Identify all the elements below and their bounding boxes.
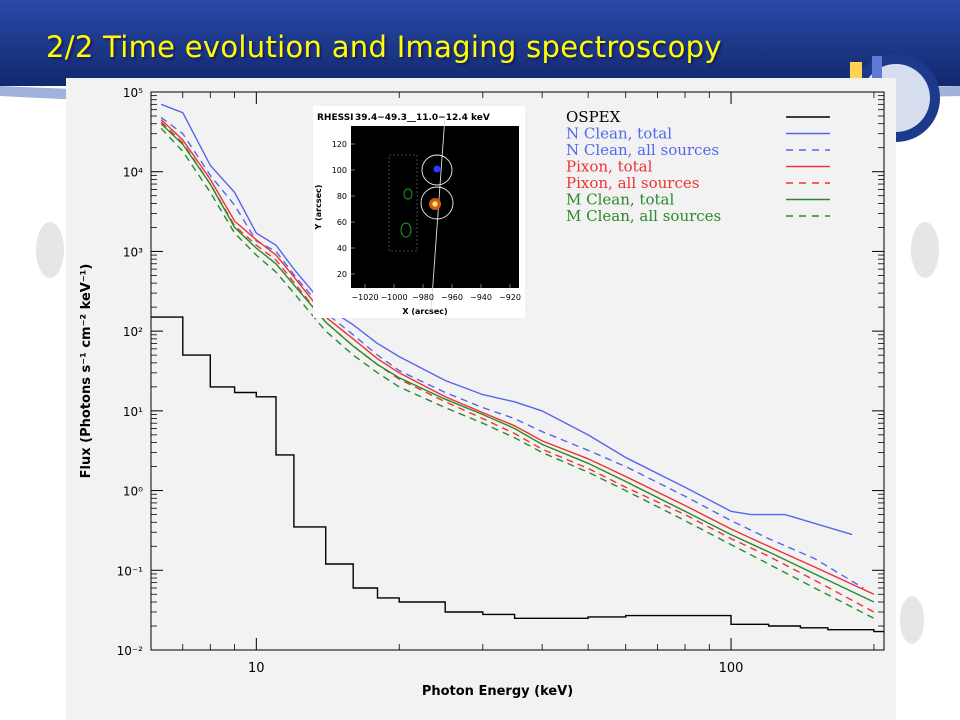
axes-layer (150, 91, 885, 651)
inset-x-tick-label: −1020 (351, 293, 378, 302)
series-layer (151, 103, 884, 633)
legend-label: M Clean, total (566, 191, 674, 209)
labels-layer: 10⁻² 10⁻¹ 10⁰ 10¹ 10² 10³ 10⁴ 10⁵ 10 100 Photon En… (79, 86, 743, 699)
legend-label: N Clean, all sources (566, 141, 719, 159)
inset-y-tick-label: 80 (337, 192, 347, 201)
inset-limb-line (430, 115, 446, 312)
inset-x-tick-label: −940 (470, 293, 492, 302)
header-bar (0, 0, 960, 86)
inset-green-contour-1 (403, 188, 413, 200)
y-tick-label: 10⁵ (123, 86, 143, 100)
inset-title-right: 39.4−49.3__11.0−12.4 keV (355, 113, 490, 123)
y-tick-label: 10³ (123, 245, 143, 259)
inset-y-tick-label: 60 (337, 218, 347, 227)
inset-title-left: RHESSI (317, 113, 354, 123)
series-line-2 (160, 116, 864, 589)
inset-y-tick-label: 120 (332, 140, 347, 149)
y-tick-label: 10⁰ (123, 485, 143, 499)
series-line-3 (160, 119, 875, 595)
inset-xlabel: X (arcsec) (402, 307, 447, 316)
series-line-4 (160, 121, 875, 613)
series-line-1 (160, 103, 853, 536)
rhessi-inset-image: RHESSI 39.4−49.3__11.0−12.4 keV −1020 −10… (313, 106, 525, 318)
x-axis-label: Photon Energy (keV) (422, 684, 573, 699)
x-tick-label: 10 (248, 661, 265, 676)
inset-fov-box (388, 154, 418, 252)
y-tick-label: 10⁻² (117, 644, 144, 658)
x-tick-label: 100 (719, 661, 744, 676)
inset-x-tick-label: −1000 (380, 293, 407, 302)
inset-x-tick-label: −920 (499, 293, 521, 302)
inset-x-tick-label: −980 (412, 293, 434, 302)
legend-label: Pixon, total (566, 158, 653, 176)
series-line-5 (160, 123, 875, 603)
series-line-6 (160, 127, 875, 619)
inset-y-tick-label: 20 (337, 270, 347, 279)
legend-label: M Clean, all sources (566, 207, 721, 225)
inset-green-contour-2 (400, 222, 412, 238)
slide-title: 2/2 Time evolution and Imaging spectrosc… (46, 30, 722, 64)
legend-label: N Clean, total (566, 125, 672, 143)
inset-source-north (433, 165, 441, 173)
plot-frame (150, 91, 885, 651)
inset-y-tick-label: 40 (337, 244, 347, 253)
inset-x-tick-label: −960 (441, 293, 463, 302)
y-axis-label: Flux (Photons s⁻¹ cm⁻² keV⁻¹) (79, 264, 94, 479)
inset-contour-south (420, 186, 454, 220)
series-line-0 (151, 316, 884, 633)
inset-ticks: −1020 −1000 −980 −960 −940 −920 20 40 60 80 100 120 (332, 140, 521, 302)
inset-y-tick-label: 100 (332, 166, 347, 175)
watermark-decoration (36, 222, 939, 644)
y-tick-label: 10¹ (123, 405, 143, 419)
inset-contour-north (421, 154, 453, 186)
y-tick-label: 10² (123, 325, 143, 339)
spectrum-chart: 10⁻² 10⁻¹ 10⁰ 10¹ 10² 10³ 10⁴ 10⁵ 10 100 Photon En… (79, 86, 885, 699)
inset-source-south-core (432, 201, 438, 207)
legend-label: OSPEX (566, 108, 621, 126)
y-tick-label: 10⁴ (123, 166, 143, 180)
y-tick-label: 10⁻¹ (117, 564, 144, 578)
inset-ylabel: Y (arcsec) (314, 185, 323, 231)
legend-label: Pixon, all sources (566, 174, 699, 192)
